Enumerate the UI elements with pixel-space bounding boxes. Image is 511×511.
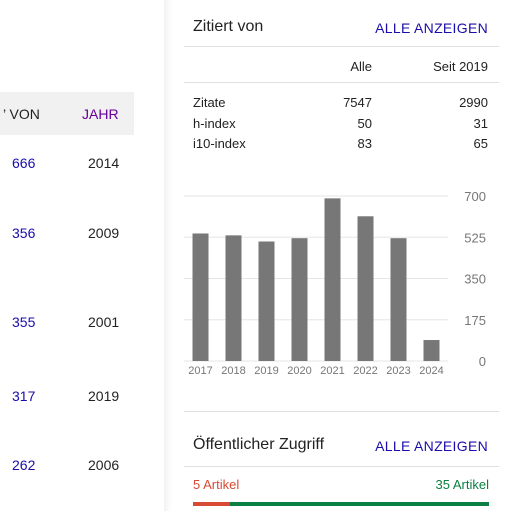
year-value: 2006	[88, 457, 120, 473]
x-tick-label: 2022	[353, 365, 377, 377]
year-value: 2014	[88, 155, 120, 171]
available-count[interactable]: 35 Artikel	[435, 477, 489, 492]
bar-2020[interactable]	[291, 238, 308, 361]
year-column-header[interactable]: JAHR	[82, 106, 119, 122]
cited-by-count[interactable]: 262	[12, 457, 36, 473]
bar-2019[interactable]	[258, 241, 275, 361]
divider	[184, 411, 499, 412]
stat-all-value: 7547	[343, 95, 372, 110]
bar-2022[interactable]	[357, 216, 374, 361]
stat-since-value: 31	[473, 116, 488, 131]
x-tick-label: 2021	[320, 365, 344, 377]
divider	[184, 466, 499, 467]
bar-2023[interactable]	[390, 238, 407, 361]
cited-by-view-all-link[interactable]: ALLE ANZEIGEN	[375, 20, 488, 36]
year-value: 2001	[88, 314, 120, 330]
public-access-title: Öffentlicher Zugriff	[193, 436, 325, 453]
x-tick-label: 2020	[287, 365, 311, 377]
public-access-bar	[193, 502, 489, 506]
divider	[184, 46, 499, 47]
cited-by-panel: Zitiert von ALLE ANZEIGEN Alle Seit 2019…	[172, 0, 511, 511]
public-access-view-all-link[interactable]: ALLE ANZEIGEN	[375, 438, 488, 454]
cited-by-column-header[interactable]: ’ VON	[3, 106, 40, 122]
y-tick-label: 700	[464, 189, 486, 204]
pane-divider	[164, 0, 172, 511]
stat-all-value: 50	[357, 116, 372, 131]
column-header-since: Seit 2019	[433, 59, 488, 74]
column-header-all: Alle	[350, 59, 372, 74]
y-tick-label: 525	[464, 230, 486, 245]
cited-by-count[interactable]: 356	[12, 225, 36, 241]
stat-label: h-index	[193, 116, 236, 131]
y-tick-label: 0	[479, 354, 486, 369]
stat-label: i10-index	[193, 136, 246, 151]
x-tick-label: 2017	[188, 365, 212, 377]
cited-by-count[interactable]: 355	[12, 314, 36, 330]
cited-by-count[interactable]: 666	[12, 155, 36, 171]
year-value: 2019	[88, 388, 120, 404]
bar-2024[interactable]	[423, 340, 440, 361]
y-tick-label: 350	[464, 272, 486, 287]
not-available-count[interactable]: 5 Artikel	[193, 477, 240, 492]
citations-per-year-chart: 0 175 350 525 700 2017 2018 2019 2020 2021 2022 202…	[184, 189, 486, 377]
public-access-not-available-bar	[193, 502, 230, 506]
x-tick-label: 2023	[386, 365, 410, 377]
y-tick-label: 175	[464, 313, 486, 328]
stat-all-value: 83	[357, 136, 372, 151]
year-value: 2009	[88, 225, 120, 241]
stat-since-value: 65	[473, 136, 488, 151]
stat-label: Zitate	[193, 95, 226, 110]
articles-table: ’ VON JAHR 666 2014 356 2009 355 2001 31…	[0, 0, 170, 511]
cited-by-title: Zitiert von	[193, 18, 264, 35]
x-tick-label: 2024	[419, 365, 443, 377]
stat-since-value: 2990	[459, 95, 488, 110]
x-tick-label: 2018	[221, 365, 245, 377]
table-header: ’ VON JAHR	[0, 92, 134, 135]
cited-by-count[interactable]: 317	[12, 388, 36, 404]
bar-2017[interactable]	[192, 233, 209, 361]
bar-2021[interactable]	[324, 198, 341, 361]
x-tick-label: 2019	[254, 365, 278, 377]
bar-2018[interactable]	[225, 235, 242, 361]
divider	[184, 82, 499, 83]
